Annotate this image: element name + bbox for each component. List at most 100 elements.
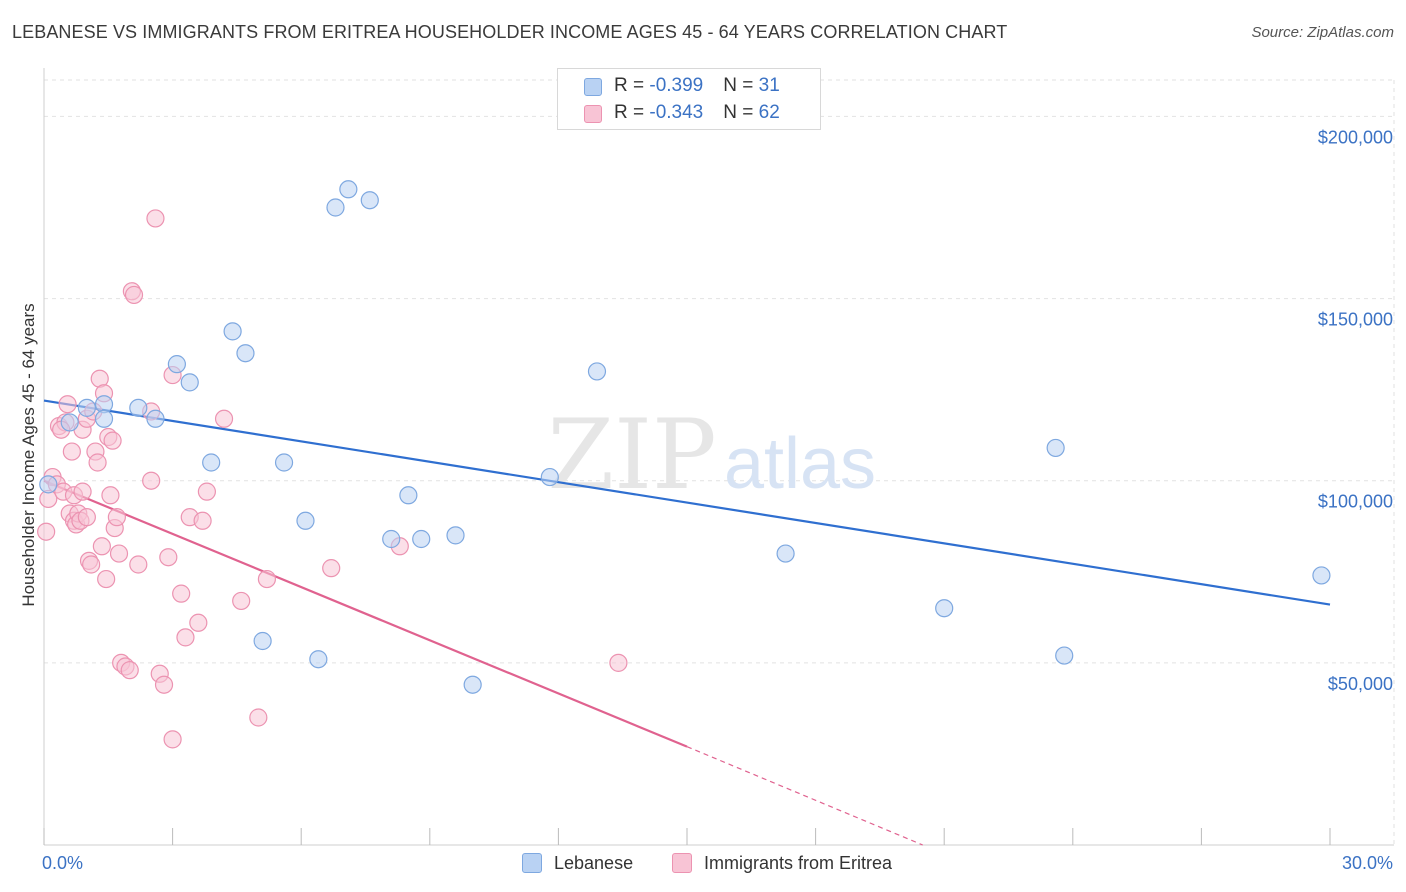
series-legend: Lebanese Immigrants from Eritrea	[0, 851, 1406, 877]
eritrea-point	[142, 471, 161, 490]
eritrea-point	[109, 544, 129, 563]
r-value: -0.399	[649, 75, 704, 96]
data-points	[37, 180, 1331, 749]
axes	[43, 68, 1394, 846]
lebanese-point	[1312, 566, 1331, 585]
y-tick-label: $200,000	[1318, 127, 1393, 147]
lebanese-point	[382, 529, 401, 549]
lebanese-point	[309, 650, 328, 669]
eritrea-point	[82, 555, 101, 574]
eritrea-point	[73, 482, 92, 501]
source-label: Source: ZipAtlas.com	[1251, 24, 1394, 41]
n-value: 31	[758, 75, 780, 96]
eritrea-point	[37, 522, 56, 541]
watermark-atlas: atlas	[724, 424, 876, 504]
x-tick-labels: 0.0% 30.0%	[42, 853, 1393, 873]
eritrea-point	[107, 508, 126, 527]
eritrea-point	[92, 537, 111, 556]
lebanese-point	[360, 191, 379, 210]
lebanese-trend-line	[43, 399, 1331, 606]
eritrea-point	[120, 661, 139, 680]
n-label: N =	[723, 75, 759, 96]
lebanese-point	[77, 398, 96, 417]
grid-lines	[44, 79, 1395, 845]
lebanese-point	[236, 344, 255, 363]
lebanese-point	[146, 409, 165, 428]
eritrea-point	[322, 559, 341, 578]
lebanese-point	[167, 355, 186, 374]
lebanese-point	[296, 511, 315, 530]
lebanese-point	[587, 362, 607, 381]
eritrea-point	[163, 730, 182, 749]
eritrea-point	[101, 486, 120, 505]
lebanese-point	[399, 486, 418, 505]
lebanese-point	[540, 467, 559, 487]
chart-title: LEBANESE VS IMMIGRANTS FROM ERITREA HOUS…	[12, 22, 1008, 42]
legend-label: Immigrants from Eritrea	[704, 853, 893, 873]
y-axis-label: Householder Income Ages 45 - 64 years	[19, 303, 38, 606]
y-tick-labels: $50,000 $100,000 $150,000 $200,000	[1318, 127, 1393, 693]
r-label: R =	[614, 102, 650, 123]
eritrea-point	[88, 453, 107, 472]
eritrea-point	[103, 431, 122, 450]
lebanese-point	[202, 453, 221, 472]
r-value: -0.343	[649, 102, 704, 123]
eritrea-point	[146, 209, 165, 228]
lebanese-point	[60, 413, 79, 432]
eritrea-point	[232, 591, 251, 611]
lebanese-point	[339, 180, 358, 199]
eritrea-point	[154, 675, 174, 694]
lebanese-swatch	[584, 78, 602, 96]
lebanese-point	[223, 322, 242, 341]
n-value: 62	[758, 102, 780, 123]
lebanese-point	[446, 526, 465, 545]
eritrea-trend-extension	[686, 746, 923, 846]
eritrea-swatch	[672, 853, 692, 873]
eritrea-point	[189, 613, 208, 632]
eritrea-point	[193, 511, 212, 530]
eritrea-point	[257, 569, 277, 589]
eritrea-point	[197, 482, 216, 501]
eritrea-point	[172, 584, 191, 603]
correlation-legend: R = -0.399 N = 31 R = -0.343 N = 62	[557, 68, 821, 130]
lebanese-point	[412, 529, 431, 549]
eritrea-point	[58, 395, 77, 414]
eritrea-point	[609, 653, 628, 672]
r-label: R =	[614, 75, 650, 96]
lebanese-point	[1055, 646, 1074, 665]
watermark-zip: ZIP	[547, 399, 716, 511]
y-tick-label: $50,000	[1328, 674, 1393, 694]
y-tick-label: $100,000	[1318, 492, 1393, 512]
lebanese-point	[129, 398, 148, 417]
lebanese-point	[1046, 438, 1065, 458]
x-tick-label: 0.0%	[42, 853, 83, 873]
eritrea-point	[97, 569, 116, 589]
eritrea-point	[159, 548, 178, 567]
lebanese-point	[935, 599, 954, 618]
lebanese-point	[463, 675, 482, 694]
lebanese-point	[253, 631, 272, 651]
eritrea-point	[62, 442, 81, 461]
lebanese-point	[326, 198, 345, 217]
eritrea-trend-line	[43, 479, 688, 748]
lebanese-point	[274, 453, 294, 472]
lebanese-point	[39, 475, 58, 494]
eritrea-point	[124, 285, 144, 305]
eritrea-point	[129, 555, 148, 574]
lebanese-point	[94, 409, 114, 428]
y-tick-label: $150,000	[1318, 310, 1393, 330]
watermark: ZIP atlas	[547, 399, 876, 511]
trend-lines	[43, 399, 1331, 846]
eritrea-swatch	[584, 105, 602, 123]
lebanese-swatch	[522, 853, 542, 873]
lebanese-point	[180, 373, 199, 392]
eritrea-point	[77, 508, 96, 527]
eritrea-point	[214, 409, 234, 428]
n-label: N =	[723, 102, 759, 123]
legend-label: Lebanese	[554, 853, 634, 873]
eritrea-point	[249, 708, 268, 727]
lebanese-point	[776, 544, 795, 563]
eritrea-point	[176, 628, 195, 647]
x-tick-label: 30.0%	[1342, 853, 1393, 873]
